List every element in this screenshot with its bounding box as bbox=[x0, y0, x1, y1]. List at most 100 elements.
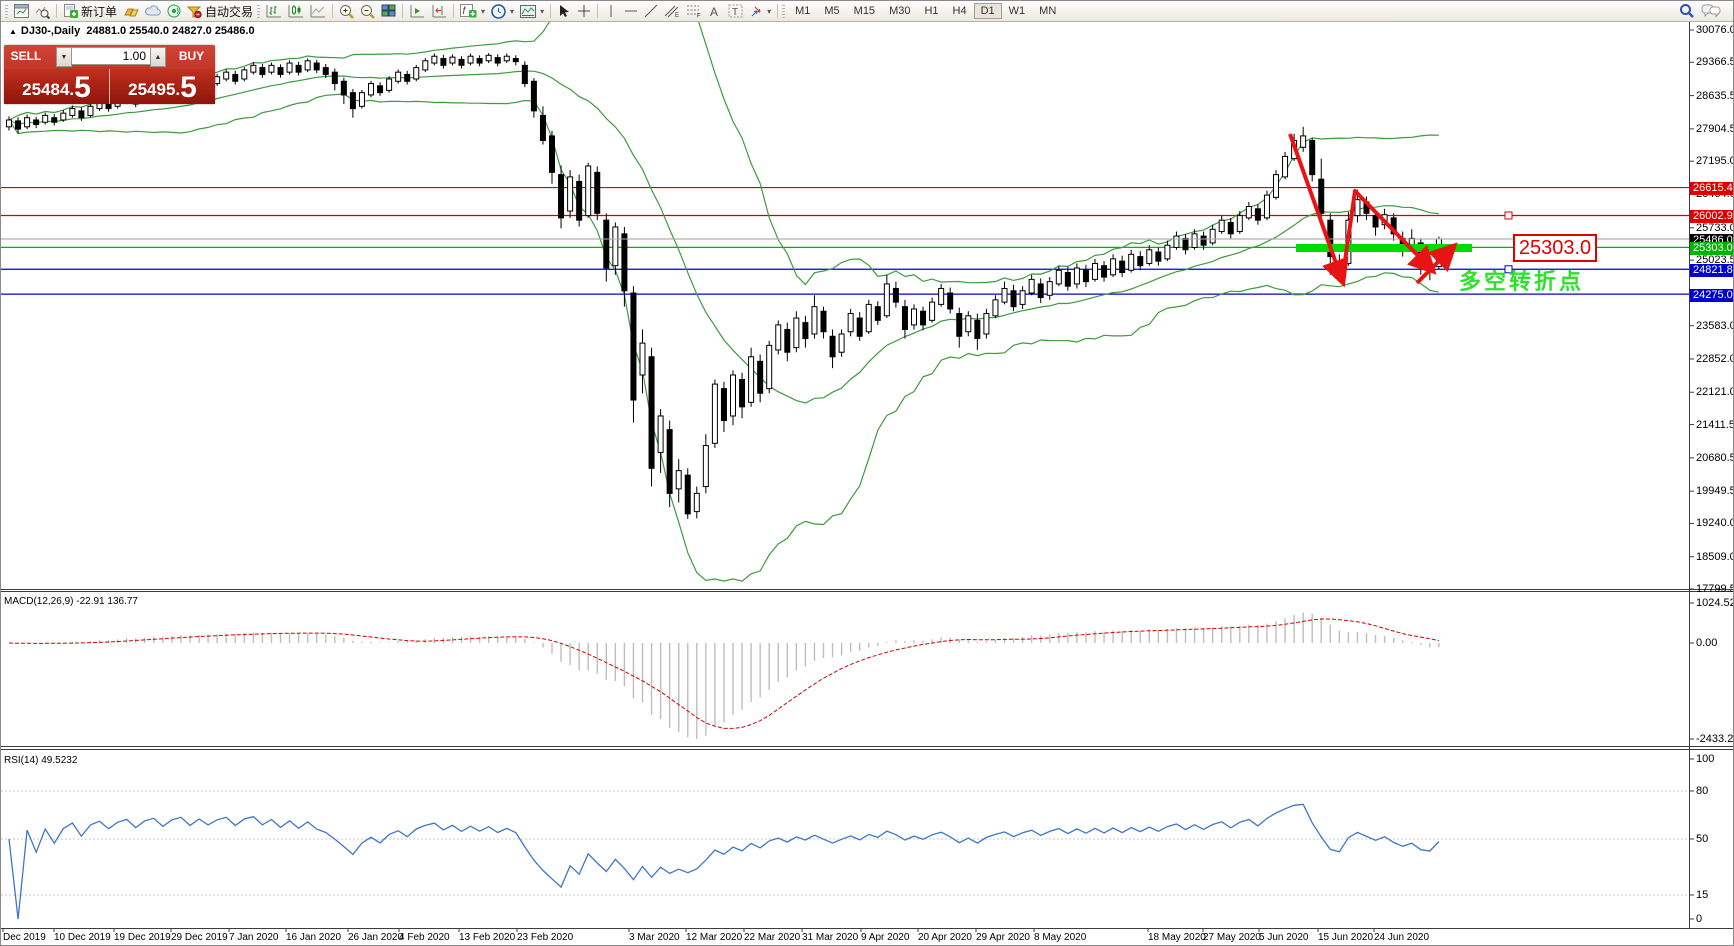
new-order-label: 新订单 bbox=[81, 4, 118, 19]
text-label-tool-button[interactable]: T bbox=[725, 2, 746, 20]
candle-body bbox=[313, 62, 320, 71]
autotrading-button[interactable]: 自动交易 bbox=[184, 2, 256, 20]
zoom-in-button[interactable] bbox=[336, 2, 357, 20]
timeframe-w1-button[interactable]: W1 bbox=[1002, 3, 1033, 19]
candle-body bbox=[358, 92, 365, 107]
svg-text:A: A bbox=[710, 5, 718, 18]
candle-body bbox=[1082, 269, 1089, 283]
bollinger-upper[interactable] bbox=[8, 1, 1439, 286]
tick-chart-button[interactable] bbox=[32, 2, 53, 20]
line-chart-icon bbox=[310, 5, 326, 18]
volume-input[interactable] bbox=[72, 47, 150, 65]
cursor-tool-button[interactable] bbox=[554, 2, 574, 20]
arrows-tool-button[interactable]: ▾ bbox=[746, 2, 774, 20]
candle-body bbox=[576, 180, 583, 221]
candle-body bbox=[1073, 267, 1080, 285]
new-order-button[interactable]: 新订单 bbox=[60, 2, 120, 20]
collapse-triangle-icon[interactable]: ▲ bbox=[9, 27, 17, 36]
candle-body bbox=[277, 67, 284, 75]
timeframe-m1-button[interactable]: M1 bbox=[788, 3, 817, 19]
trend-arrow[interactable] bbox=[1340, 189, 1437, 283]
trendline-tool-button[interactable] bbox=[641, 2, 661, 20]
timeframe-mn-button[interactable]: MN bbox=[1032, 3, 1063, 19]
timeframe-h4-button[interactable]: H4 bbox=[946, 3, 974, 19]
ohlc-readout: 24881.0 25540.0 24827.0 25486.0 bbox=[86, 25, 255, 37]
candle-body bbox=[1101, 265, 1108, 278]
candle-body bbox=[702, 445, 709, 488]
candle-body bbox=[431, 55, 438, 64]
bar-chart-type-button[interactable] bbox=[263, 2, 285, 20]
buy-price-frac: 5 bbox=[180, 71, 197, 104]
level-line-handle[interactable] bbox=[1504, 265, 1513, 274]
turning-point-note[interactable]: 多空转折点 bbox=[1459, 269, 1585, 294]
buy-button[interactable]: BUY bbox=[178, 49, 205, 63]
candle-body bbox=[413, 67, 420, 80]
candle-body bbox=[530, 80, 537, 112]
candle-body bbox=[720, 388, 727, 422]
candle-body bbox=[286, 62, 293, 73]
line-chart-type-button[interactable] bbox=[307, 2, 329, 20]
periods-button[interactable]: ▾ bbox=[488, 2, 517, 20]
community-button[interactable] bbox=[142, 2, 164, 20]
charts-window-button[interactable] bbox=[11, 2, 32, 20]
bollinger-middle[interactable] bbox=[8, 70, 1439, 404]
candle-body bbox=[503, 55, 510, 62]
vertical-line-icon bbox=[610, 5, 612, 17]
candle-body bbox=[1300, 135, 1307, 148]
macd-signal-line[interactable] bbox=[8, 618, 1439, 729]
candle-body bbox=[377, 85, 384, 94]
timeframe-d1-button[interactable]: D1 bbox=[973, 3, 1002, 19]
horizontal-line-tool-button[interactable] bbox=[621, 2, 641, 20]
toolbar-grip[interactable] bbox=[5, 4, 8, 18]
timeframe-m30-button[interactable]: M30 bbox=[882, 3, 917, 19]
search-button[interactable] bbox=[1676, 2, 1698, 20]
crosshair-tool-button[interactable] bbox=[574, 2, 594, 20]
trend-arrow[interactable] bbox=[1288, 133, 1349, 288]
price-level-callout[interactable]: 25303.0 bbox=[1513, 234, 1597, 262]
tick-chart-icon bbox=[35, 6, 50, 19]
candle-body bbox=[639, 342, 646, 376]
candle-body bbox=[1282, 155, 1289, 178]
level-line-handle[interactable] bbox=[1504, 211, 1513, 220]
chart-shift-button[interactable] bbox=[428, 2, 450, 20]
sell-price-panel[interactable]: 25484. 5 bbox=[4, 69, 110, 104]
signals-button[interactable] bbox=[164, 2, 184, 20]
search-icon bbox=[1680, 4, 1694, 18]
auto-scroll-button[interactable] bbox=[406, 2, 428, 20]
candle-body bbox=[476, 58, 483, 64]
candle-body bbox=[458, 58, 465, 66]
fibonacci-tool-button[interactable]: F bbox=[683, 2, 705, 20]
sell-button[interactable]: SELL bbox=[10, 49, 42, 63]
candle-body bbox=[304, 60, 311, 71]
bollinger-lower[interactable] bbox=[8, 93, 1440, 582]
toolbar-grip[interactable] bbox=[257, 4, 261, 18]
tile-windows-button[interactable] bbox=[378, 2, 399, 20]
candle-body bbox=[494, 57, 501, 64]
timeframe-h1-button[interactable]: H1 bbox=[917, 3, 945, 19]
chat-button[interactable] bbox=[1698, 2, 1724, 20]
candle-body bbox=[621, 233, 628, 292]
volume-increase-button[interactable]: ▲ bbox=[150, 47, 166, 67]
vertical-line-tool-button[interactable] bbox=[601, 2, 621, 20]
text-tool-button[interactable]: A bbox=[705, 2, 725, 20]
gold-bars-icon bbox=[124, 8, 139, 17]
candlestick-type-button[interactable] bbox=[285, 2, 307, 20]
indicators-button[interactable]: f ▾ bbox=[457, 2, 488, 20]
toolbar-grip[interactable] bbox=[782, 4, 786, 18]
candle-body bbox=[322, 67, 329, 75]
trend-arrow[interactable] bbox=[1415, 242, 1458, 285]
candle-body bbox=[1137, 256, 1144, 267]
trade-controls-row: SELL ▼ ▲ BUY bbox=[4, 45, 215, 67]
rsi-line[interactable] bbox=[8, 803, 1440, 920]
timeframe-m15-button[interactable]: M15 bbox=[847, 3, 882, 19]
channel-tool-button[interactable]: E bbox=[661, 2, 683, 20]
volume-decrease-button[interactable]: ▼ bbox=[56, 47, 72, 67]
zoom-out-button[interactable] bbox=[357, 2, 378, 20]
timeframe-m5-button[interactable]: M5 bbox=[817, 3, 846, 19]
market-gold-button[interactable] bbox=[120, 2, 142, 20]
templates-button[interactable]: ▾ bbox=[517, 2, 547, 20]
buy-price-panel[interactable]: 25495. 5 bbox=[110, 69, 215, 104]
candle-body bbox=[657, 415, 664, 453]
support-zone-bar[interactable] bbox=[1296, 244, 1472, 252]
macd-histogram bbox=[17, 612, 1440, 739]
